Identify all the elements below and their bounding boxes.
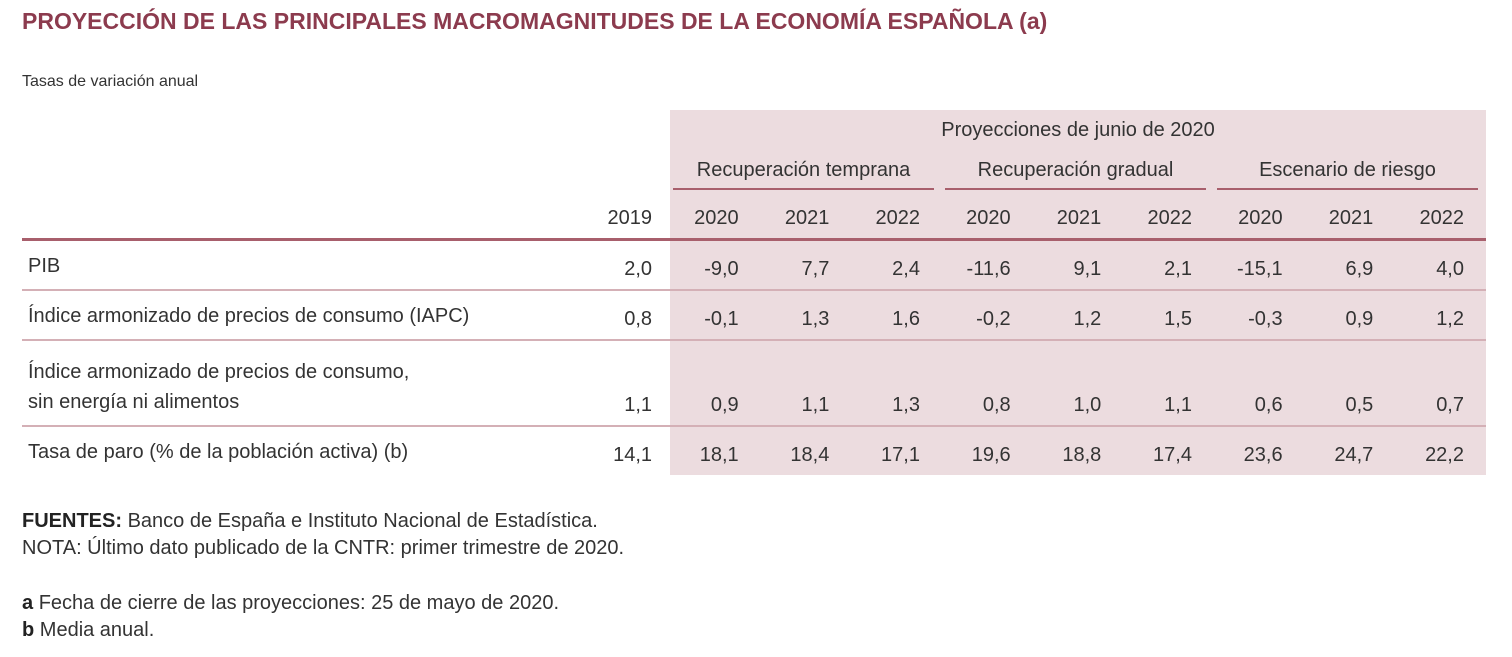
cell-value: -15,1 <box>1213 239 1305 291</box>
cell-value: 1,1 <box>1123 340 1214 427</box>
title-note: (a) <box>1019 8 1048 34</box>
column-header: 2022 <box>1123 190 1214 241</box>
group-header: Recuperación temprana <box>670 150 942 190</box>
data-row: PIB 2,0 -9,0 7,7 2,4 -11,6 9,1 2,1 -15,1 6,9 4,0 <box>22 239 1486 291</box>
cell-value: 4,0 <box>1395 239 1486 291</box>
column-header: 2020 <box>670 190 761 241</box>
title: PROYECCIÓN DE LAS PRINCIPALES MACROMAGNI… <box>22 8 1047 35</box>
cell-value: 22,2 <box>1395 426 1486 475</box>
cell-value: 1,2 <box>1032 290 1124 341</box>
cell-value: 0,5 <box>1304 340 1396 427</box>
cell-value: -0,2 <box>941 290 1033 341</box>
footnote-key: b <box>22 619 35 641</box>
table: Proyecciones de junio de 2020 Recuperació… <box>22 110 1486 475</box>
cell-value: 17,1 <box>851 426 942 475</box>
footnote: a Fecha de cierre de las proyecciones: 2… <box>22 590 624 617</box>
year-row: 2019 2020 2021 2022 2020 2021 2022 2020 2021 2022 <box>22 190 1486 241</box>
cell-value: 18,8 <box>1032 426 1124 475</box>
group-header: Recuperación gradual <box>941 150 1214 190</box>
empty-cell <box>22 110 670 150</box>
group-label: Recuperación temprana <box>673 159 934 190</box>
cell-value: 6,9 <box>1304 239 1396 291</box>
data-row: Índice armonizado de precios de consumo … <box>22 290 1486 341</box>
column-header: 2022 <box>851 190 942 241</box>
data-row: Índice armonizado de precios de consumo,… <box>22 340 1486 427</box>
cell-value: 0,9 <box>670 340 761 427</box>
spacer <box>22 562 624 590</box>
cell-value: 1,3 <box>851 340 942 427</box>
cell-value: 7,7 <box>760 239 852 291</box>
footnote-text: Media anual. <box>39 619 155 641</box>
row-label: Índice armonizado de precios de consumo,… <box>22 340 579 427</box>
subtitle: Tasas de variación anual <box>22 73 199 90</box>
cell-value: 2,0 <box>578 239 671 291</box>
cell-value: 1,2 <box>1395 290 1486 341</box>
column-header: 2021 <box>760 190 852 241</box>
cell-value: 0,9 <box>1304 290 1396 341</box>
cell-value: 2,4 <box>851 239 942 291</box>
header-row: Proyecciones de junio de 2020 <box>22 110 1486 150</box>
note: NOTA: Último dato publicado de la CNTR: … <box>22 537 625 559</box>
cell-value: 0,6 <box>1213 340 1305 427</box>
cell-value: 1,1 <box>578 340 671 427</box>
cell-value: 18,1 <box>670 426 761 475</box>
column-header: 2021 <box>1032 190 1124 241</box>
cell-value: -0,3 <box>1213 290 1305 341</box>
group-label: Escenario de riesgo <box>1216 159 1478 190</box>
row-label: Tasa de paro (% de la población activa) … <box>28 441 409 463</box>
super-header-text: Proyecciones de junio de 2020 <box>941 119 1215 141</box>
sources-text: Banco de España e Instituto Nacional de … <box>127 510 598 532</box>
sources-label: FUENTES: <box>22 510 122 532</box>
empty-cell <box>22 150 670 190</box>
cell-value: 18,4 <box>760 426 852 475</box>
cell-value: 0,7 <box>1395 340 1486 427</box>
cell-value: -9,0 <box>670 239 761 291</box>
cell-value: -11,6 <box>941 239 1033 291</box>
cell-value: 1,3 <box>760 290 852 341</box>
cell-value: 1,0 <box>1032 340 1124 427</box>
footnote-key: a <box>22 592 34 614</box>
group-row: Recuperación temprana Recuperación gradua… <box>22 150 1486 190</box>
cell-value: 17,4 <box>1123 426 1214 475</box>
row-label: PIB <box>22 239 579 291</box>
column-header: 2022 <box>1395 190 1486 241</box>
table-body: Proyecciones de junio de 2020 Recuperació… <box>22 110 1486 475</box>
title-text: PROYECCIÓN DE LAS PRINCIPALES MACROMAGNI… <box>22 8 1013 34</box>
cell-value: 2,1 <box>1123 239 1214 291</box>
cell-value: 14,1 <box>613 444 653 466</box>
empty-cell <box>22 190 579 241</box>
group-header: Escenario de riesgo <box>1213 150 1486 190</box>
column-header: 2020 <box>1213 190 1305 241</box>
data-row: Tasa de paro (% de la población activa) … <box>22 426 1486 475</box>
cell-value: 19,6 <box>941 426 1033 475</box>
group-label: Recuperación gradual <box>944 159 1206 190</box>
cell-value: 0,8 <box>941 340 1033 427</box>
footnote: b Media anual. <box>22 617 624 644</box>
cell-value: 1,6 <box>851 290 942 341</box>
cell-value: 24,7 <box>1304 426 1396 475</box>
row-label: Índice armonizado de precios de consumo … <box>22 290 579 341</box>
sources: FUENTES: Banco de España e Instituto Nac… <box>22 508 624 535</box>
notes: a Fecha de cierre de las proyecciones: 2… <box>22 590 624 644</box>
cell-value: 1,1 <box>760 340 852 427</box>
super-header: Proyecciones de junio de 2020 <box>670 110 1486 150</box>
column-header: 2021 <box>1304 190 1396 241</box>
footnote-text: Fecha de cierre de las proyecciones: 25 … <box>38 592 559 614</box>
footer: FUENTES: Banco de España e Instituto Nac… <box>22 508 624 644</box>
cell-value: -0,1 <box>670 290 761 341</box>
cell-value: 1,5 <box>1123 290 1214 341</box>
column-header: 2020 <box>941 190 1033 241</box>
column-header: 2019 <box>578 190 671 241</box>
cell-value: 9,1 <box>1032 239 1124 291</box>
cell-value: 0,8 <box>578 290 671 341</box>
cell-value: 23,6 <box>1213 426 1305 475</box>
